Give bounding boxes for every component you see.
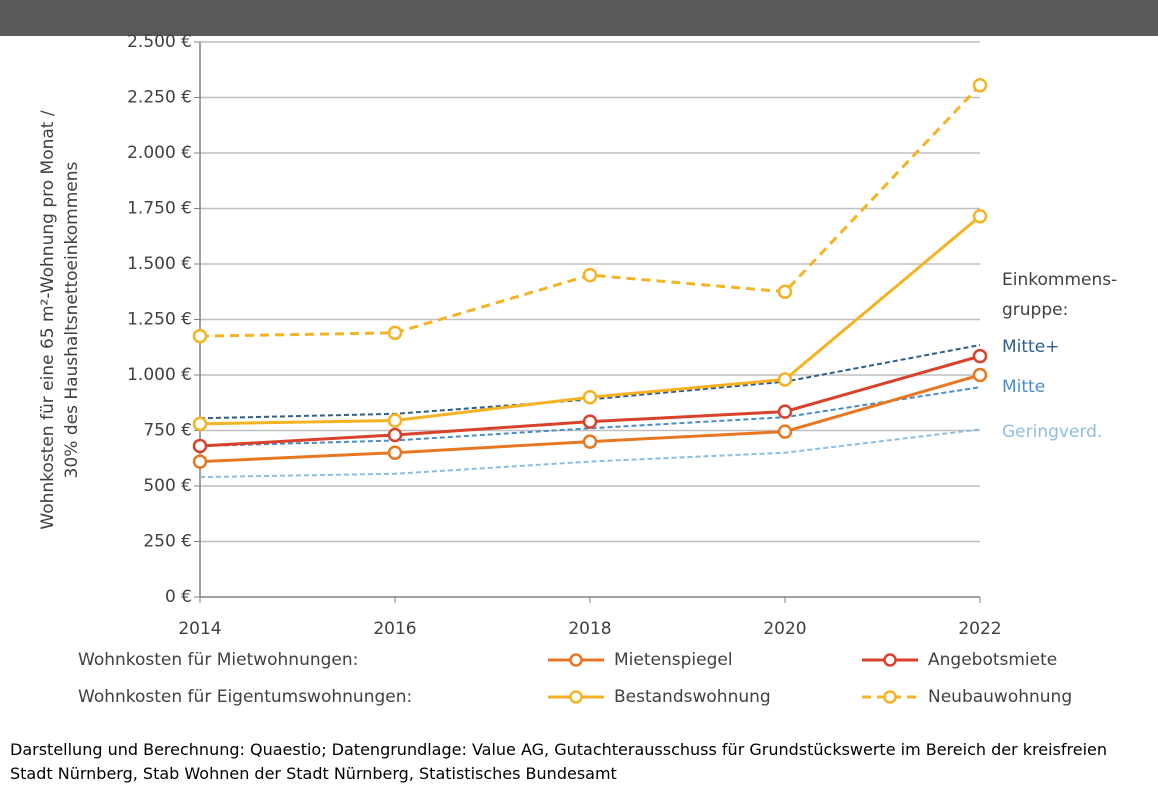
point <box>387 325 403 341</box>
income-group-label: gruppe: <box>1002 300 1068 320</box>
income-line <box>199 386 981 448</box>
legend-marker <box>883 690 897 704</box>
y-tick-label: 0 € <box>165 587 192 607</box>
y-tick-label: 1.250 € <box>127 310 192 330</box>
legend-label: Angebotsmiete <box>928 650 1057 670</box>
x-tick-label: 2016 <box>373 619 416 639</box>
point <box>777 404 793 419</box>
x-tick-label: 2022 <box>958 619 1001 639</box>
series-line <box>199 84 982 338</box>
legend-label: Mietenspiegel <box>614 650 733 670</box>
legend-label: Neubauwohnung <box>928 687 1072 707</box>
legend-marker <box>883 653 897 667</box>
point <box>582 434 598 449</box>
point <box>582 389 598 405</box>
income-line <box>199 344 981 420</box>
point <box>972 348 988 364</box>
legend-marker <box>569 653 583 667</box>
point <box>972 209 988 224</box>
y-tick-label: 1.000 € <box>127 365 192 385</box>
x-tick-label: 2020 <box>763 619 806 639</box>
y-tick-label: 1.750 € <box>127 199 192 219</box>
income-line <box>199 428 981 479</box>
legend-row-label: Wohnkosten für Mietwohnungen: <box>78 650 358 670</box>
legend-label: Bestandswohnung <box>614 687 771 707</box>
legend-marker <box>569 690 583 704</box>
y-tick-label: 500 € <box>143 476 192 496</box>
y-tick-label: 2.500 € <box>127 32 192 52</box>
point <box>192 328 208 344</box>
point <box>777 284 793 299</box>
point <box>192 454 208 469</box>
chart: 0 € 250 € 500 € 750 € 1.000 € 1.250 € 1.500 € 1… <box>0 0 1158 707</box>
point <box>387 445 403 460</box>
income-group-label: Einkommens- <box>1002 270 1117 290</box>
y-tick-label: 250 € <box>143 532 192 552</box>
point <box>582 414 598 429</box>
y-axis-title: 30% des Haushaltsnettoeinkommens <box>62 161 82 478</box>
y-tick-label: 750 € <box>143 421 192 441</box>
point <box>387 427 403 443</box>
point <box>582 267 598 283</box>
y-tick-label: 1.500 € <box>127 254 192 274</box>
income-label: Geringverd. <box>1002 422 1102 442</box>
point <box>387 413 403 428</box>
income-label: Mitte <box>1002 377 1045 397</box>
y-tick-label: 2.000 € <box>127 143 192 163</box>
y-tick-label: 2.250 € <box>127 88 192 108</box>
y-axis-title: Wohnkosten für eine 65 m²-Wohnung pro Mo… <box>38 110 58 529</box>
point <box>192 416 208 432</box>
header-bar <box>0 0 1158 36</box>
income-label: Mitte+ <box>1002 337 1059 357</box>
point <box>972 367 988 383</box>
point <box>972 78 988 93</box>
x-tick-label: 2014 <box>178 619 221 639</box>
point <box>192 438 208 454</box>
point <box>777 424 793 439</box>
point <box>777 372 793 387</box>
source-note: Darstellung und Berechnung: Quaestio; Da… <box>10 740 1108 783</box>
legend-row-label: Wohnkosten für Eigentumswohnungen: <box>78 687 412 707</box>
x-tick-label: 2018 <box>568 619 611 639</box>
